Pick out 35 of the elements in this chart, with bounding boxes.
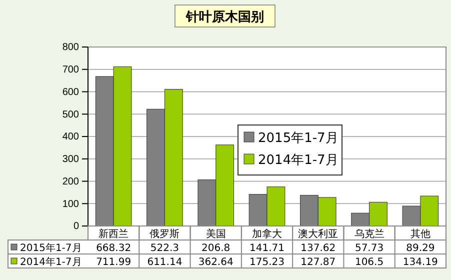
y-tick-label: 200	[62, 176, 80, 188]
data-label: 141.71	[250, 243, 284, 254]
legend-label: 2015年1-7月	[258, 131, 338, 146]
data-label: 127.87	[300, 257, 336, 268]
data-label: 106.5	[354, 257, 384, 268]
y-tick-label: 600	[62, 86, 80, 98]
y-tick-label: 300	[62, 154, 80, 166]
data-label: 711.99	[96, 257, 132, 268]
data-label: 522.3	[150, 243, 180, 254]
x-tick-label: 其他	[410, 228, 430, 240]
y-tick-label: 400	[62, 132, 80, 143]
text: 2014年1-7月	[20, 257, 82, 268]
y-tick-label: 500	[62, 109, 80, 120]
data-label: 137.62	[300, 243, 336, 254]
y-tick-label: 700	[62, 64, 80, 76]
legend-label: 2014年1-7月	[258, 153, 338, 168]
x-tick-label: 新西兰	[98, 228, 129, 240]
x-tick-label: 加拿大	[252, 228, 282, 240]
chart-title: 针叶原木国别	[185, 10, 264, 25]
data-label: 611.14	[147, 257, 182, 268]
data-label: 134.19	[402, 257, 438, 268]
data-label: 175.23	[250, 257, 284, 268]
x-tick-label: 澳大利亚	[298, 228, 338, 240]
x-tick-label: 美国	[206, 228, 226, 240]
y-tick-label: 800	[62, 42, 80, 54]
data-label: 206.8	[202, 243, 230, 254]
y-tick-label: 100	[62, 198, 80, 210]
data-label: 89.29	[406, 243, 435, 254]
text: 2015年1-7月	[20, 243, 82, 254]
x-tick-label: 俄罗斯	[150, 228, 180, 240]
y-tick-label: 0	[73, 221, 80, 232]
x-tick-label: 乌克兰	[354, 228, 384, 240]
data-label: 362.64	[198, 257, 234, 268]
data-label: 57.73	[354, 243, 384, 254]
data-label: 668.32	[96, 243, 132, 254]
